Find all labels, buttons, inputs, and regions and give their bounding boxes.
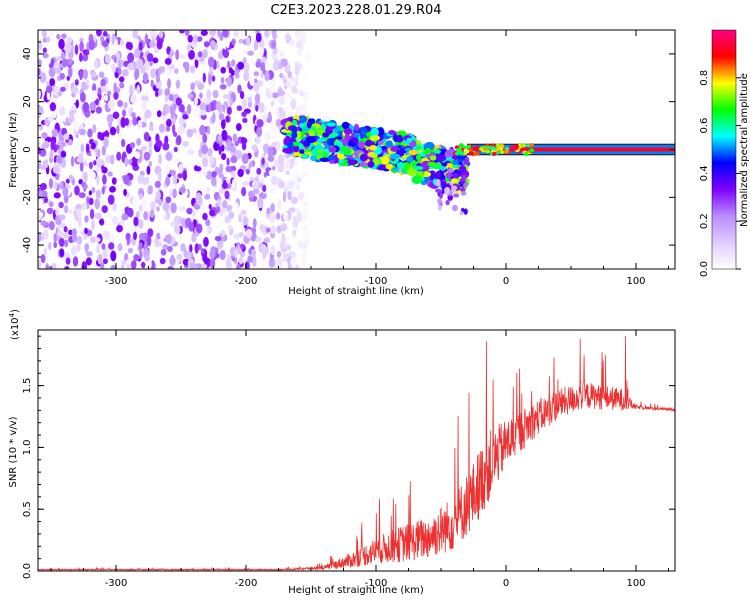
snr-xtick-label: -100	[365, 578, 388, 589]
snr-multiplier: (x104)	[8, 309, 21, 340]
spectrogram-ytick-label: -40	[22, 237, 33, 253]
colorbar-ticks: 0.0 0.2 0.4 0.6 0.8	[699, 70, 741, 277]
snr-ytick-label: 1.0	[22, 439, 33, 455]
figure-title: C2E3.2023.228.01.29.R04	[270, 3, 441, 18]
colorbar: 0.0 0.2 0.4 0.6 0.8 Normalized spectral ampl…	[699, 29, 750, 277]
snr-plot-area	[38, 330, 675, 571]
snr-ylabel: SNR (10 * v/v)	[8, 416, 19, 487]
spectrogram-xtick-label: 100	[626, 276, 645, 287]
spectrogram-ytick-label: 20	[22, 95, 33, 108]
spectrogram-heatmap	[38, 30, 675, 269]
snr-ytick-label: 0.0	[22, 563, 33, 579]
colorbar-gradient	[711, 29, 737, 270]
spectrogram-ylabel: Frequency (Hz)	[8, 112, 19, 188]
colorbar-tick-label: 0.8	[699, 70, 710, 86]
spectrogram-xtick-label: -100	[365, 276, 388, 287]
snr-xlabel: Height of straight line (km)	[288, 585, 424, 596]
snr-axes: -300 -200 -100 0 100 0.0 0.5 1.0 1.5	[22, 330, 675, 589]
colorbar-tick-label: 0.0	[699, 261, 710, 277]
colorbar-tick-label: 0.2	[699, 213, 710, 229]
spectrogram-ytick-label: 0	[22, 146, 33, 152]
carrier-line	[467, 147, 675, 152]
snr-ytick-label: 1.5	[22, 378, 33, 394]
spectrogram-xtick-label: -200	[235, 276, 258, 287]
snr-panel: -300 -200 -100 0 100 0.0 0.5 1.0 1.5 Height of s…	[8, 309, 676, 596]
snr-xtick-label: -300	[105, 578, 128, 589]
colorbar-tick-label: 0.6	[699, 118, 710, 134]
spectrogram-xlabel: Height of straight line (km)	[288, 286, 424, 297]
snr-ytick-label: 0.5	[22, 501, 33, 517]
snr-xtick-label: -200	[235, 578, 258, 589]
colorbar-label: Normalized spectral amplitude	[739, 73, 750, 227]
spectrogram-ytick-label: 40	[22, 48, 33, 61]
snr-xtick-label: 0	[503, 578, 509, 589]
colorbar-tick-label: 0.4	[699, 165, 710, 181]
spectrogram-xtick-label: 0	[503, 276, 509, 287]
snr-frame	[37, 329, 676, 572]
spectrogram-ytick-label: -20	[22, 189, 33, 205]
snr-series-line	[38, 336, 675, 571]
spectrogram-xtick-label: -300	[105, 276, 128, 287]
snr-xtick-label: 100	[626, 578, 645, 589]
